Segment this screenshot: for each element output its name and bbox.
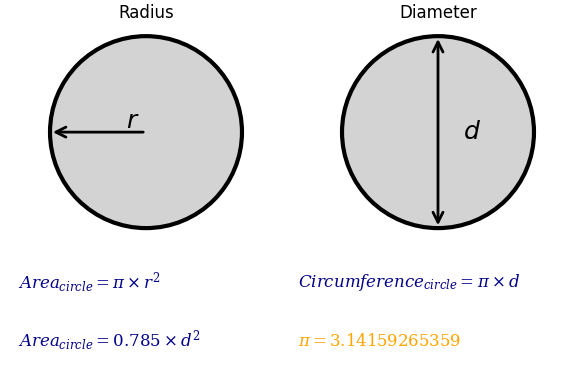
Circle shape [342, 36, 534, 228]
Text: Radius: Radius [118, 4, 174, 22]
Text: $\pi=3.14159265359$: $\pi=3.14159265359$ [298, 332, 461, 350]
Text: r: r [127, 109, 137, 132]
Text: $\mathit{Circumference}_{\mathit{circle}}=\pi\times d$: $\mathit{Circumference}_{\mathit{circle}… [298, 272, 520, 293]
Text: Diameter: Diameter [399, 4, 477, 22]
Circle shape [50, 36, 242, 228]
Text: $\mathit{Area}_{\mathit{circle}}=\pi\times r^{2}$: $\mathit{Area}_{\mathit{circle}}=\pi\tim… [18, 270, 160, 295]
Text: $\mathit{Area}_{\mathit{circle}}=0.785\times d^{2}$: $\mathit{Area}_{\mathit{circle}}=0.785\t… [18, 329, 200, 353]
Text: d: d [464, 120, 479, 144]
